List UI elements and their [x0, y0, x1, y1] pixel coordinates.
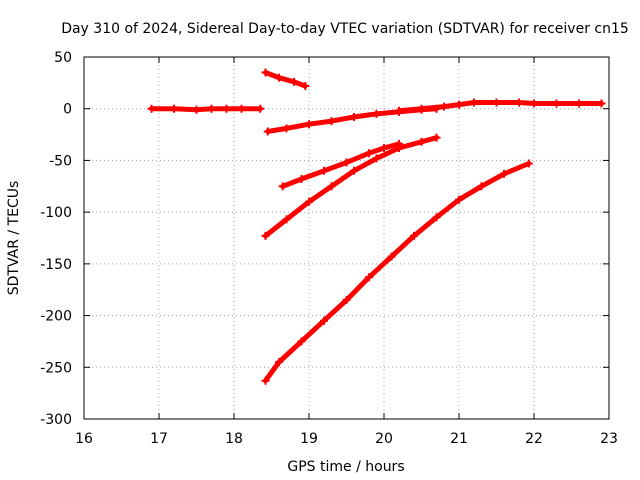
- data-point: [477, 182, 486, 191]
- data-point: [261, 376, 270, 385]
- data-point: [372, 154, 381, 163]
- data-point: [530, 99, 538, 108]
- data-point: [365, 149, 373, 158]
- data-point: [432, 133, 441, 142]
- series-6-trace: [263, 135, 439, 239]
- data-series: [147, 68, 606, 385]
- data-point: [417, 137, 426, 146]
- x-tick-label: 19: [300, 431, 318, 447]
- data-point: [350, 166, 358, 175]
- data-point: [305, 120, 313, 129]
- data-point: [327, 182, 336, 191]
- y-tick-label: -250: [40, 360, 72, 376]
- data-point: [440, 102, 448, 111]
- y-tick-label: -200: [40, 309, 72, 325]
- data-point: [275, 358, 283, 367]
- axis-ticks: 16 17 18 19 20 21 22 23 50 0 -50 -100 -150 -200 -250 -3…: [40, 50, 618, 447]
- x-tick-label: 17: [150, 431, 168, 447]
- series-2-trace: [263, 70, 308, 89]
- y-tick-label: -100: [40, 205, 72, 221]
- data-point: [297, 337, 306, 346]
- data-point: [222, 104, 231, 113]
- x-tick-label: 21: [450, 431, 468, 447]
- data-point: [350, 112, 358, 121]
- data-point: [320, 316, 328, 325]
- data-point: [170, 104, 178, 113]
- data-point: [387, 252, 396, 261]
- x-tick-label: 22: [525, 431, 543, 447]
- y-tick-label: -300: [40, 412, 72, 428]
- data-point: [365, 273, 373, 282]
- data-point: [455, 195, 463, 204]
- data-point: [492, 98, 501, 107]
- data-point: [301, 81, 310, 90]
- data-point: [372, 109, 381, 118]
- data-point: [207, 104, 216, 113]
- data-point: [395, 106, 403, 115]
- data-point: [455, 100, 463, 109]
- y-tick-label: 0: [63, 102, 72, 118]
- y-axis-label: SDTVAR / TECUs: [6, 181, 22, 296]
- data-point: [597, 99, 606, 108]
- data-point: [320, 166, 328, 175]
- data-point: [515, 98, 523, 107]
- data-point: [278, 182, 287, 191]
- data-point: [395, 144, 403, 153]
- data-point: [305, 197, 313, 206]
- plot-frame: [83, 56, 610, 420]
- y-tick-label: -50: [49, 153, 72, 169]
- x-tick-label: 23: [600, 431, 618, 447]
- data-point: [261, 68, 270, 77]
- data-point: [410, 231, 418, 240]
- data-point: [327, 117, 336, 126]
- x-tick-label: 18: [225, 431, 243, 447]
- data-point: [282, 215, 291, 224]
- data-point: [275, 73, 283, 82]
- data-point: [256, 104, 265, 113]
- x-tick-label: 20: [375, 431, 393, 447]
- data-point: [552, 99, 561, 108]
- y-tick-label: -150: [40, 257, 72, 273]
- data-point: [263, 127, 272, 136]
- series-7-trace: [263, 161, 532, 384]
- grid: [84, 57, 609, 419]
- chart-title: Day 310 of 2024, Sidereal Day-to-day VTE…: [61, 21, 629, 37]
- data-point: [380, 144, 388, 153]
- series-4-trace: [396, 100, 604, 114]
- data-point: [192, 105, 201, 114]
- data-point: [470, 98, 478, 107]
- data-point: [342, 296, 351, 305]
- y-tick-label: 50: [54, 50, 72, 66]
- data-point: [524, 159, 533, 168]
- data-point: [282, 124, 291, 133]
- data-point: [500, 169, 508, 178]
- data-point: [290, 77, 298, 86]
- data-point: [417, 104, 426, 113]
- data-point: [432, 213, 441, 222]
- data-point: [237, 104, 246, 113]
- data-point: [261, 231, 270, 240]
- data-point: [575, 99, 583, 108]
- data-point: [147, 104, 156, 113]
- data-point: [297, 175, 306, 184]
- x-tick-label: 16: [75, 431, 93, 447]
- data-point: [342, 158, 351, 167]
- x-axis-label: GPS time / hours: [287, 459, 404, 475]
